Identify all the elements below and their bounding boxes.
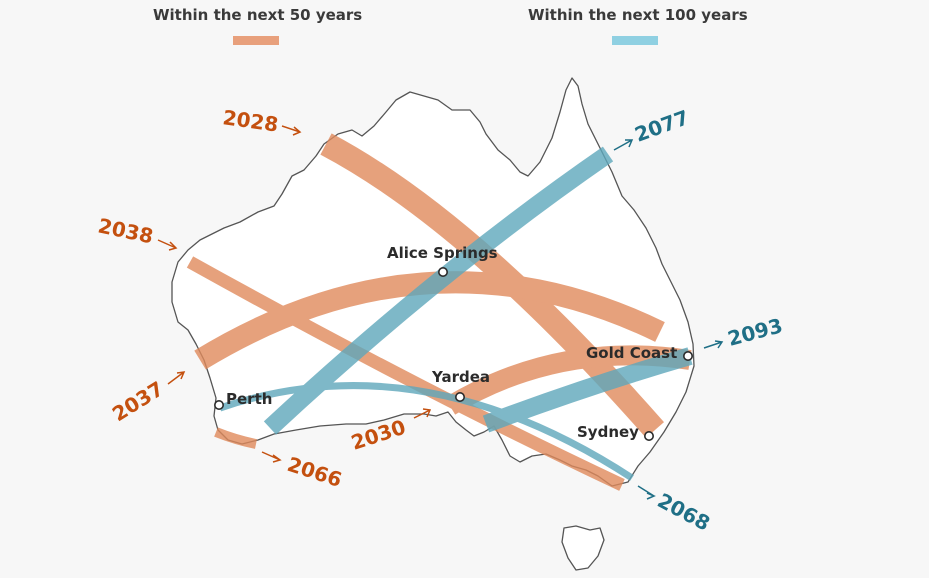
arrow-2068 <box>637 485 656 500</box>
arrow-2037 <box>167 371 186 385</box>
year-label-2037: 2037 <box>108 376 168 426</box>
year-label-2028: 2028 <box>221 105 279 137</box>
year-label-2038: 2038 <box>96 213 155 248</box>
sydney-marker <box>643 430 654 441</box>
city-label-perth: Perth <box>226 390 272 408</box>
year-label-2068: 2068 <box>654 488 714 535</box>
arrow-2066 <box>261 451 282 463</box>
arrow-2077 <box>613 139 634 151</box>
arrow-2030 <box>413 408 432 419</box>
yardea-marker <box>454 391 465 402</box>
arrow-2028 <box>281 125 302 136</box>
city-label-sydney: Sydney <box>577 423 639 441</box>
legend-50-label: Within the next 50 years <box>153 6 363 24</box>
alice-springs-marker <box>437 266 448 277</box>
legend-100-label: Within the next 100 years <box>528 6 748 24</box>
eclipse-path-2038 <box>186 256 625 491</box>
eclipse-path-2068 <box>218 382 634 481</box>
year-label-2077: 2077 <box>632 105 693 147</box>
legend-100-swatch <box>612 36 658 45</box>
arrow-2038 <box>157 239 178 251</box>
city-label-alice-springs: Alice Springs <box>387 244 498 262</box>
city-label-gold-coast: Gold Coast <box>586 344 677 362</box>
perth-marker <box>214 399 225 410</box>
arrow-2093 <box>703 340 724 349</box>
year-label-2093: 2093 <box>725 313 785 351</box>
year-label-2066: 2066 <box>284 452 344 492</box>
gold-coast-marker <box>682 350 693 361</box>
tasmania <box>561 525 605 571</box>
legend-50-swatch <box>233 36 279 45</box>
city-label-yardea: Yardea <box>431 368 490 386</box>
eclipse-path-2066 <box>214 427 257 449</box>
